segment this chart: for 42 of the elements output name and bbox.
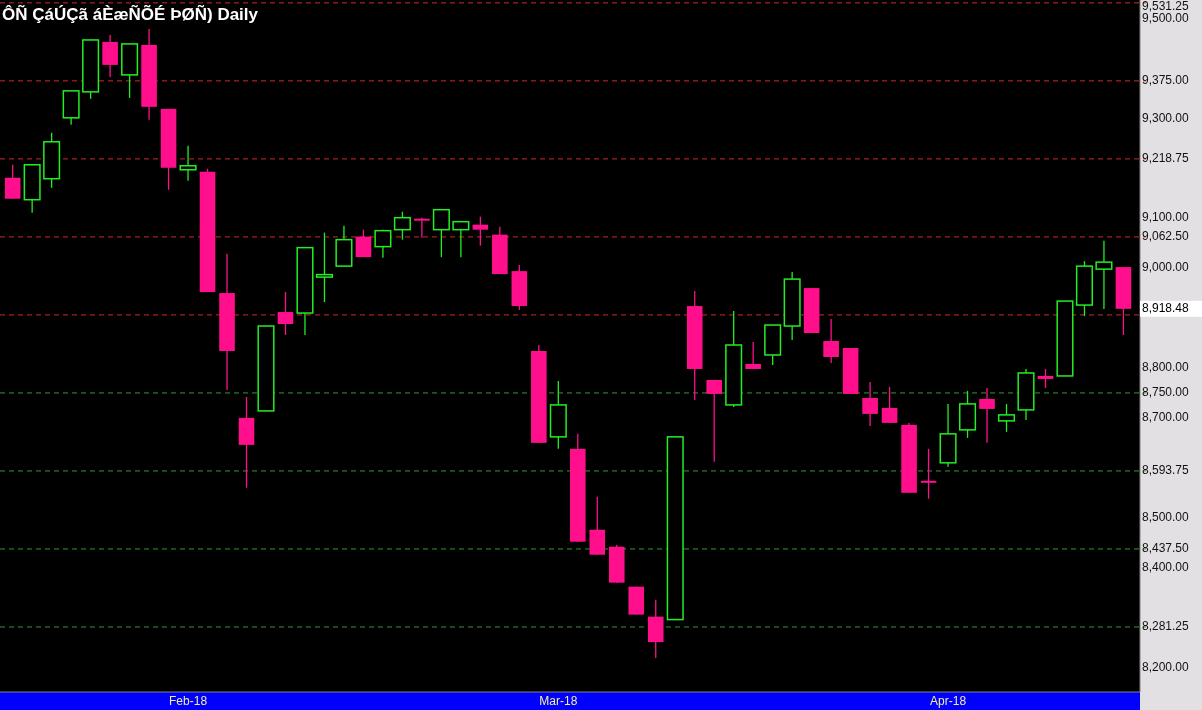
annotation: 8,918.48 <box>1142 300 1190 315</box>
ref-line-label: 8,593.75 <box>1142 463 1190 478</box>
candlestick <box>452 220 470 258</box>
x-tick-label: Apr-18 <box>930 694 967 708</box>
candlestick <box>706 379 722 463</box>
y-tick-label: 8,700.00 <box>1142 410 1190 425</box>
candlestick <box>179 145 197 182</box>
ref-line-label: 9,062.50 <box>1142 229 1190 244</box>
x-tick-label: Feb-18 <box>169 694 208 708</box>
y-tick-label: 8,800.00 <box>1142 360 1190 375</box>
candlestick <box>823 318 839 364</box>
candlestick <box>1095 240 1113 310</box>
candlestick <box>979 387 995 444</box>
candlestick <box>355 229 372 258</box>
ref-line-label: 8,281.25 <box>1142 619 1190 634</box>
y-tick-label: 9,000.00 <box>1142 260 1190 275</box>
ref-line-label: 8,750.00 <box>1142 385 1190 400</box>
y-tick-label: 8,400.00 <box>1142 559 1190 574</box>
candlestick <box>920 448 937 500</box>
y-tick-label: 9,300.00 <box>1142 110 1190 125</box>
candlestick <box>862 381 878 427</box>
candlestick <box>315 232 334 303</box>
ref-line-label: 8,437.50 <box>1142 541 1190 556</box>
candlestick <box>414 217 430 239</box>
candlestick <box>374 229 392 259</box>
y-tick-label: 8,200.00 <box>1142 659 1190 674</box>
candlestick <box>102 34 118 78</box>
candlestick <box>472 216 489 247</box>
candlestick <box>1037 368 1054 389</box>
candlestick <box>393 211 411 241</box>
candlestick <box>745 341 761 370</box>
y-tick-label: 9,100.00 <box>1142 210 1190 225</box>
chart-title: ÔÑ ÇáÚÇã áÈæÑÕÉ ÞØÑ) Daily <box>2 4 259 24</box>
ref-line-label: 9,218.75 <box>1142 151 1190 166</box>
x-tick-label: Mar-18 <box>539 694 578 708</box>
candlestick <box>432 208 450 258</box>
candlestick <box>4 164 21 200</box>
candlestick <box>277 291 294 336</box>
candlestick <box>881 386 898 424</box>
candlestick <box>997 403 1016 433</box>
y-tick-label: 8,500.00 <box>1142 509 1190 524</box>
ref-line-label: 9,375.00 <box>1142 73 1190 88</box>
